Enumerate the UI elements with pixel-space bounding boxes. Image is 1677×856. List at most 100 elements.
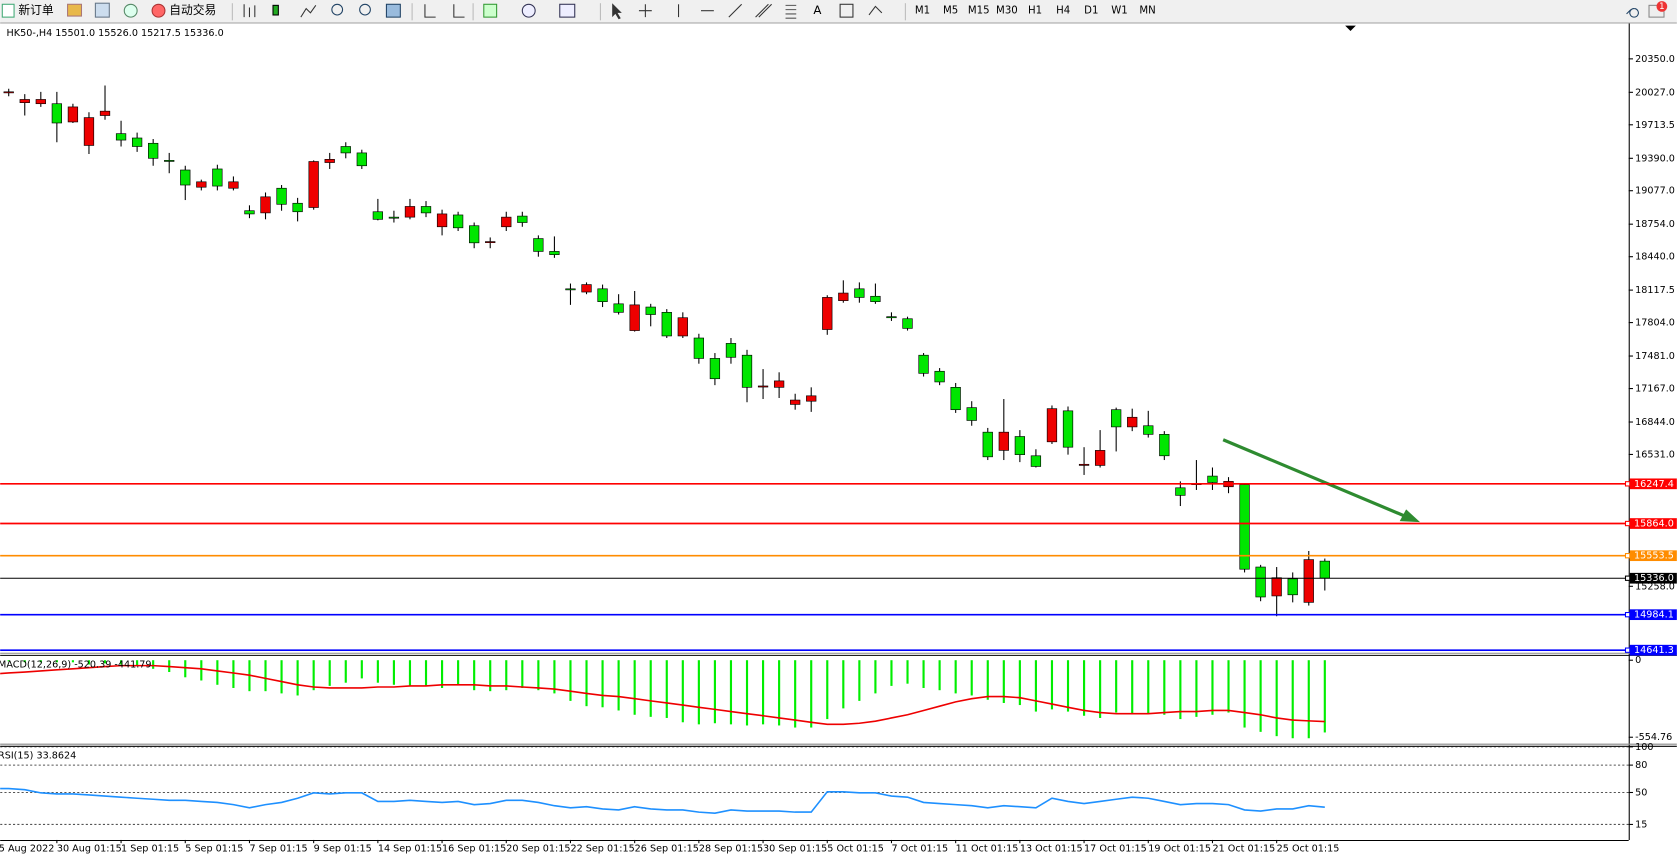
- timeframe-button[interactable]: H1: [1028, 6, 1042, 17]
- candle-body: [131, 137, 143, 147]
- icon[interactable]: [67, 3, 83, 17]
- search-icon[interactable]: [1626, 8, 1639, 18]
- y-tick-label: 20027.0: [1635, 87, 1675, 98]
- chart-title: HK50-,H4 15501.0 15526.0 15217.5 15336.0: [7, 28, 224, 39]
- icon[interactable]: [839, 3, 854, 18]
- histogram-bar: [617, 660, 620, 711]
- icon[interactable]: [272, 4, 279, 16]
- price-label: 15864.0: [1634, 519, 1674, 530]
- y-tick-label: 17804.0: [1635, 318, 1675, 329]
- timeframe-button[interactable]: M15: [968, 6, 990, 17]
- candle-body: [356, 152, 367, 167]
- timeframe-button[interactable]: M5: [943, 6, 958, 17]
- histogram-bar: [280, 660, 283, 694]
- icon[interactable]: [521, 3, 536, 18]
- icon[interactable]: [868, 5, 883, 16]
- x-tick-label: 5 Sep 01:15: [185, 844, 243, 855]
- candle-body: [115, 133, 127, 141]
- toolbar-bg: [0, 0, 1677, 23]
- icon[interactable]: [424, 4, 436, 18]
- notification-badge[interactable]: [1656, 1, 1668, 12]
- histogram-bar: [890, 660, 893, 686]
- candle-body: [388, 216, 400, 219]
- x-tick-label: 30 Sep 01:15: [763, 844, 827, 855]
- icon[interactable]: [123, 3, 138, 18]
- candle-body: [3, 91, 14, 94]
- icon[interactable]: [785, 4, 797, 19]
- price-label-marker: [1624, 611, 1631, 618]
- candle-body: [1319, 560, 1330, 579]
- y-tick-label: 18754.0: [1635, 219, 1675, 230]
- candle-body: [822, 297, 833, 330]
- icon[interactable]: [385, 3, 401, 18]
- histogram-bar: [665, 660, 668, 718]
- toolbar: 新订单 自动交易 A M1 M5 M15 M30 H1 H: [0, 0, 1677, 24]
- icon[interactable]: [453, 4, 465, 18]
- histogram-bar: [585, 660, 588, 707]
- histogram-bar: [457, 660, 460, 685]
- histogram-bar: [842, 660, 845, 709]
- icon[interactable]: [331, 3, 344, 16]
- timeframe-button[interactable]: D1: [1084, 6, 1098, 17]
- candle-body: [838, 292, 849, 301]
- new-order-label[interactable]: 新订单: [18, 3, 54, 17]
- histogram-bar: [1211, 660, 1214, 715]
- histogram-bar: [408, 660, 412, 686]
- histogram-bar: [729, 660, 733, 725]
- icon[interactable]: [559, 3, 576, 18]
- histogram-bar: [970, 660, 973, 696]
- candle-body: [148, 142, 159, 159]
- icon: [1, 3, 15, 18]
- candle-body: [806, 395, 817, 402]
- timeframe-button[interactable]: H4: [1056, 6, 1070, 17]
- candle-body: [709, 358, 721, 380]
- icon[interactable]: [243, 4, 256, 18]
- x-tick-label: 9 Sep 01:15: [314, 844, 372, 855]
- icon[interactable]: [94, 2, 110, 18]
- pane: [0, 660, 1326, 739]
- y-tick-label: -554.76: [1635, 732, 1672, 743]
- price-label-bg: [1629, 609, 1677, 621]
- x-tick-label: 1 Sep 01:15: [121, 844, 179, 855]
- icon[interactable]: [755, 3, 773, 18]
- candle-body: [1159, 434, 1170, 457]
- candle-body: [1207, 475, 1218, 483]
- price-label-marker: [1624, 481, 1631, 487]
- candle-body: [1078, 463, 1090, 466]
- icon[interactable]: [359, 3, 371, 16]
- histogram-bar: [312, 660, 315, 691]
- timeframe-button[interactable]: M1: [915, 6, 930, 17]
- icon[interactable]: [728, 3, 743, 18]
- x-tick-label: 13 Oct 01:15: [1020, 844, 1083, 855]
- histogram-bar: [296, 660, 299, 696]
- candle-body: [902, 318, 913, 329]
- icon[interactable]: [300, 5, 317, 18]
- candle-body: [757, 385, 769, 388]
- indicator-line: [0, 787, 1325, 815]
- notification-count[interactable]: 1: [1659, 2, 1664, 12]
- y-tick-label: 15258.0: [1635, 581, 1675, 592]
- icon[interactable]: [483, 3, 498, 18]
- histogram-bar: [39, 660, 42, 663]
- x-tick-label: 30 Aug 01:15: [57, 844, 122, 855]
- candle-body: [485, 241, 496, 243]
- timeframe-button[interactable]: MN: [1139, 6, 1155, 17]
- icon[interactable]: [638, 4, 652, 18]
- histogram-bar: [152, 660, 155, 669]
- histogram-bar: [1034, 660, 1037, 712]
- price-label: 14984.1: [1634, 610, 1674, 621]
- auto-trading-button[interactable]: 自动交易: [151, 3, 216, 18]
- text-tool[interactable]: A: [813, 3, 821, 17]
- new-order-button[interactable]: 新订单: [1, 3, 54, 18]
- candle-body: [1111, 409, 1122, 428]
- auto-trading-label[interactable]: 自动交易: [169, 3, 216, 17]
- icon[interactable]: [612, 3, 622, 20]
- timeframe-button[interactable]: W1: [1111, 6, 1128, 17]
- histogram-bar: [569, 660, 572, 701]
- price-label-bg: [1629, 518, 1677, 529]
- price-label-bg: [1629, 550, 1677, 562]
- candle-body: [1287, 578, 1298, 596]
- candle-body: [196, 181, 207, 188]
- candle-body: [469, 225, 480, 244]
- timeframe-button[interactable]: M30: [996, 6, 1018, 17]
